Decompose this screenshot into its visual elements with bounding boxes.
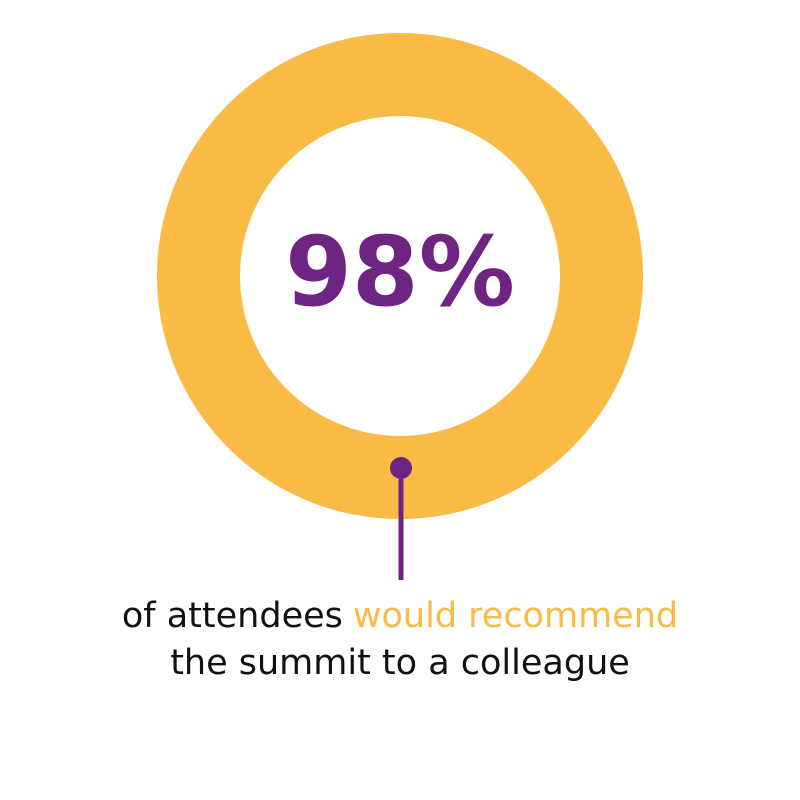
caption-highlight: would recommend xyxy=(353,596,678,636)
stat-value: 98% xyxy=(285,216,515,328)
caption-line-1: of attendees would recommend xyxy=(122,596,678,636)
caption-text: of attendees xyxy=(122,596,343,636)
pointer-dot xyxy=(390,457,412,479)
caption-line-2: the summit to a colleague xyxy=(170,643,630,683)
